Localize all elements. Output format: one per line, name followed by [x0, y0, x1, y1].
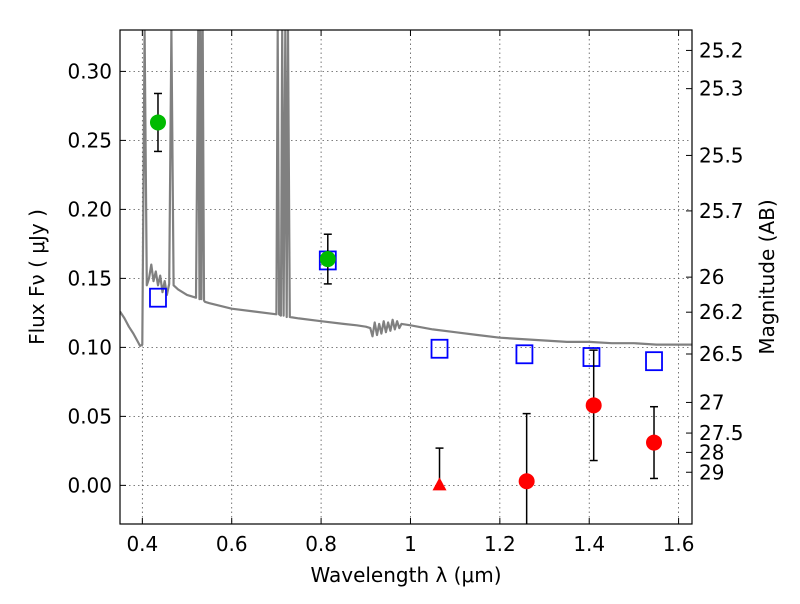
- x-tick-label: 1.2: [484, 532, 516, 556]
- y-tick-label: 0.30: [67, 59, 112, 83]
- y-tick-label: 0.05: [67, 404, 112, 428]
- model-photometry-point: [645, 351, 663, 372]
- y-tick-label: 0.25: [67, 128, 112, 152]
- plot-frame: [119, 29, 693, 525]
- right-tick-label: 28: [699, 440, 724, 464]
- model-photometry-point: [430, 338, 449, 359]
- plot-area: [120, 30, 692, 524]
- data-point: [518, 473, 535, 490]
- data-point: [646, 434, 663, 451]
- data-point: [585, 397, 602, 414]
- y-tick-label: 0.15: [67, 266, 112, 290]
- right-tick-label: 26.2: [699, 300, 744, 324]
- upper-limit-marker: [432, 477, 447, 491]
- right-tick-label: 27: [699, 390, 724, 414]
- data-point: [149, 114, 166, 131]
- right-tick-label: 25.7: [699, 199, 744, 223]
- right-tick-label: 26.5: [699, 342, 744, 366]
- right-tick-label: 26: [699, 265, 724, 289]
- x-tick-label: 1: [404, 532, 417, 556]
- y-axis-label: Flux Fν ( μJy ): [25, 209, 49, 345]
- grid: [120, 30, 692, 524]
- right-axis-label: Magnitude (AB): [755, 199, 779, 354]
- x-tick-label: 0.6: [216, 532, 248, 556]
- x-tick-label: 1.6: [663, 532, 695, 556]
- right-tick-label: 27.5: [699, 421, 744, 445]
- y-tick-label: 0.00: [67, 473, 112, 497]
- data-point: [319, 251, 336, 268]
- right-tick-label: 25.5: [699, 143, 744, 167]
- spectrum-line: [120, 30, 692, 348]
- model-photometry-point: [582, 347, 601, 367]
- axes: 0.4 0.6 0.8 1 1.2 1.4 1.6 0.00 0.05 0.10 0.15 0.20 0…: [67, 30, 744, 556]
- right-tick-label: 25.3: [699, 77, 744, 101]
- y-tick-label: 0.20: [67, 197, 112, 221]
- x-tick-label: 0.8: [305, 532, 337, 556]
- right-tick-label: 25.2: [699, 38, 744, 62]
- x-tick-label: 1.4: [573, 532, 605, 556]
- model-photometry-point: [149, 287, 167, 308]
- model-photometry-point: [515, 344, 534, 365]
- x-axis-label: Wavelength λ (μm): [310, 563, 501, 587]
- y-tick-label: 0.10: [67, 335, 112, 359]
- x-tick-label: 0.4: [126, 532, 158, 556]
- right-tick-label: 29: [699, 460, 724, 484]
